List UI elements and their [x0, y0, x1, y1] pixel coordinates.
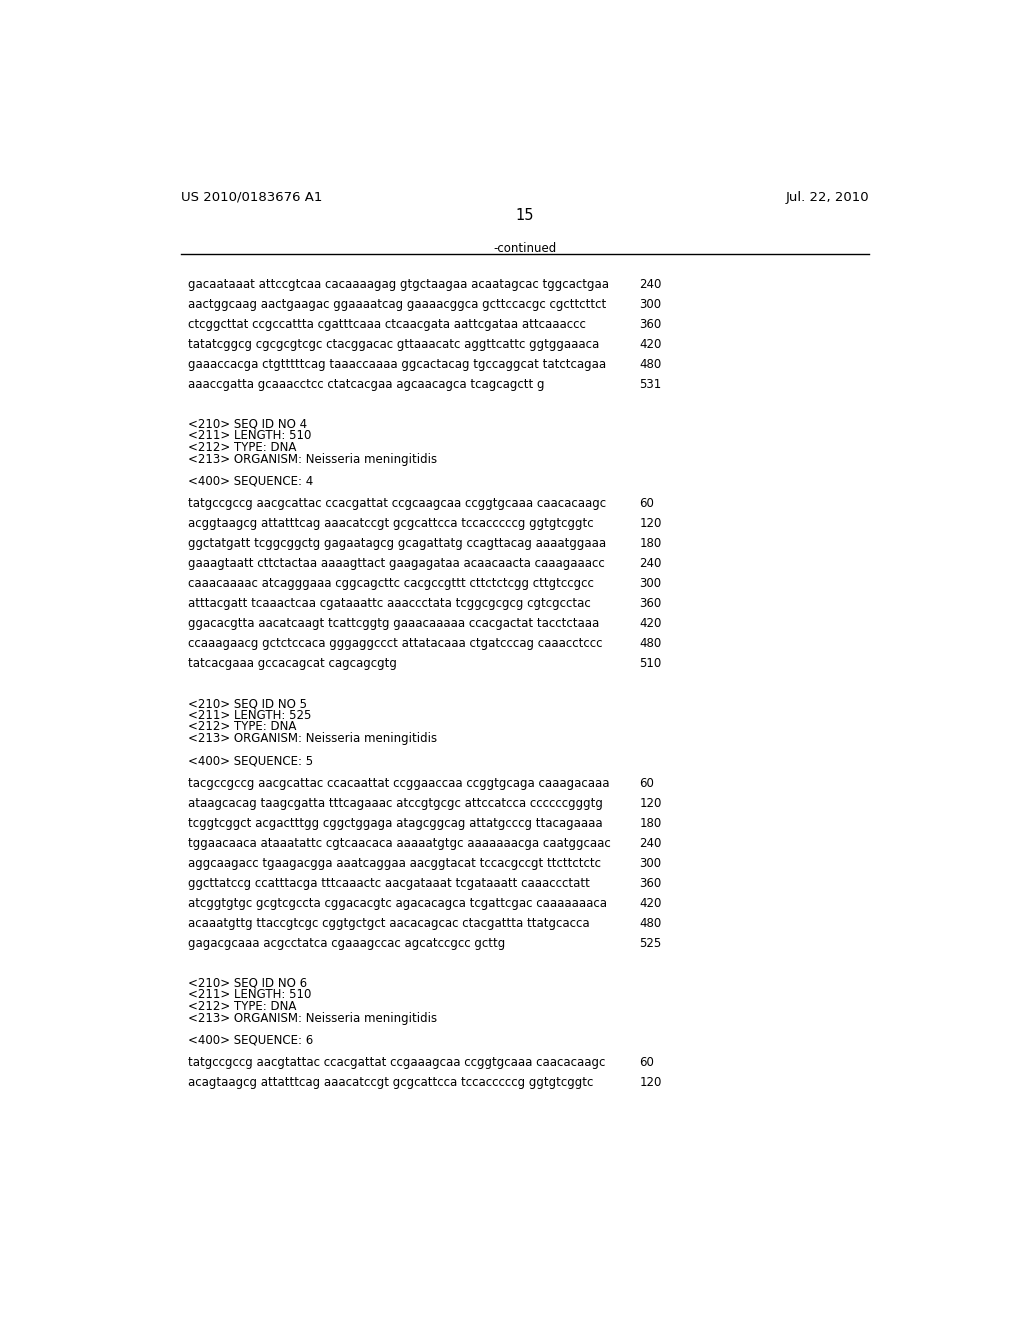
Text: gacaataaat attccgtcaa cacaaaagag gtgctaagaa acaatagcac tggcactgaa: gacaataaat attccgtcaa cacaaaagag gtgctaa… [188, 277, 609, 290]
Text: gaaaccacga ctgtttttcag taaaccaaaa ggcactacag tgccaggcat tatctcagaa: gaaaccacga ctgtttttcag taaaccaaaa ggcact… [188, 358, 606, 371]
Text: 120: 120 [640, 1076, 662, 1089]
Text: aggcaagacc tgaagacgga aaatcaggaa aacggtacat tccacgccgt ttcttctctc: aggcaagacc tgaagacgga aaatcaggaa aacggta… [188, 857, 601, 870]
Text: 180: 180 [640, 537, 662, 550]
Text: <212> TYPE: DNA: <212> TYPE: DNA [188, 721, 297, 734]
Text: 15: 15 [515, 209, 535, 223]
Text: 240: 240 [640, 277, 662, 290]
Text: 240: 240 [640, 837, 662, 850]
Text: ggctatgatt tcggcggctg gagaatagcg gcagattatg ccagttacag aaaatggaaa: ggctatgatt tcggcggctg gagaatagcg gcagatt… [188, 537, 606, 550]
Text: <213> ORGANISM: Neisseria meningitidis: <213> ORGANISM: Neisseria meningitidis [188, 1011, 437, 1024]
Text: acggtaagcg attatttcag aaacatccgt gcgcattcca tccacccccg ggtgtcggtc: acggtaagcg attatttcag aaacatccgt gcgcatt… [188, 517, 594, 531]
Text: tatcacgaaa gccacagcat cagcagcgtg: tatcacgaaa gccacagcat cagcagcgtg [188, 657, 397, 671]
Text: 360: 360 [640, 598, 662, 610]
Text: <400> SEQUENCE: 4: <400> SEQUENCE: 4 [188, 475, 313, 488]
Text: gaaagtaatt cttctactaa aaaagttact gaagagataa acaacaacta caaagaaacc: gaaagtaatt cttctactaa aaaagttact gaagaga… [188, 557, 605, 570]
Text: US 2010/0183676 A1: US 2010/0183676 A1 [180, 191, 323, 203]
Text: 300: 300 [640, 577, 662, 590]
Text: tatgccgccg aacgcattac ccacgattat ccgcaagcaa ccggtgcaaa caacacaagc: tatgccgccg aacgcattac ccacgattat ccgcaag… [188, 498, 606, 511]
Text: aaaccgatta gcaaacctcc ctatcacgaa agcaacagca tcagcagctt g: aaaccgatta gcaaacctcc ctatcacgaa agcaaca… [188, 378, 545, 391]
Text: <400> SEQUENCE: 5: <400> SEQUENCE: 5 [188, 755, 313, 767]
Text: 360: 360 [640, 318, 662, 331]
Text: 300: 300 [640, 298, 662, 310]
Text: tggaacaaca ataaatattc cgtcaacaca aaaaatgtgc aaaaaaacga caatggcaac: tggaacaaca ataaatattc cgtcaacaca aaaaatg… [188, 837, 611, 850]
Text: ataagcacag taagcgatta tttcagaaac atccgtgcgc attccatcca ccccccgggtg: ataagcacag taagcgatta tttcagaaac atccgtg… [188, 797, 603, 809]
Text: <400> SEQUENCE: 6: <400> SEQUENCE: 6 [188, 1034, 313, 1047]
Text: 360: 360 [640, 876, 662, 890]
Text: 420: 420 [640, 896, 662, 909]
Text: aactggcaag aactgaagac ggaaaatcag gaaaacggca gcttccacgc cgcttcttct: aactggcaag aactgaagac ggaaaatcag gaaaacg… [188, 298, 606, 310]
Text: 420: 420 [640, 618, 662, 631]
Text: caaacaaaac atcagggaaa cggcagcttc cacgccgttt cttctctcgg cttgtccgcc: caaacaaaac atcagggaaa cggcagcttc cacgccg… [188, 577, 594, 590]
Text: Jul. 22, 2010: Jul. 22, 2010 [785, 191, 869, 203]
Text: <210> SEQ ID NO 6: <210> SEQ ID NO 6 [188, 977, 307, 990]
Text: ggcttatccg ccatttacga tttcaaactc aacgataaat tcgataaatt caaaccctatt: ggcttatccg ccatttacga tttcaaactc aacgata… [188, 876, 590, 890]
Text: acaaatgttg ttaccgtcgc cggtgctgct aacacagcac ctacgattta ttatgcacca: acaaatgttg ttaccgtcgc cggtgctgct aacacag… [188, 917, 590, 929]
Text: <210> SEQ ID NO 4: <210> SEQ ID NO 4 [188, 418, 307, 430]
Text: <213> ORGANISM: Neisseria meningitidis: <213> ORGANISM: Neisseria meningitidis [188, 733, 437, 744]
Text: 480: 480 [640, 638, 662, 651]
Text: 525: 525 [640, 937, 662, 950]
Text: ccaaagaacg gctctccaca gggaggccct attatacaaa ctgatcccag caaacctccc: ccaaagaacg gctctccaca gggaggccct attatac… [188, 638, 603, 651]
Text: atttacgatt tcaaactcaa cgataaattc aaaccctata tcggcgcgcg cgtcgcctac: atttacgatt tcaaactcaa cgataaattc aaaccct… [188, 598, 591, 610]
Text: 480: 480 [640, 917, 662, 929]
Text: 60: 60 [640, 776, 654, 789]
Text: 510: 510 [640, 657, 662, 671]
Text: tacgccgccg aacgcattac ccacaattat ccggaaccaa ccggtgcaga caaagacaaa: tacgccgccg aacgcattac ccacaattat ccggaac… [188, 776, 610, 789]
Text: <211> LENGTH: 510: <211> LENGTH: 510 [188, 429, 312, 442]
Text: tcggtcggct acgactttgg cggctggaga atagcggcag attatgcccg ttacagaaaa: tcggtcggct acgactttgg cggctggaga atagcgg… [188, 817, 603, 830]
Text: 531: 531 [640, 378, 662, 391]
Text: -continued: -continued [494, 242, 556, 255]
Text: 120: 120 [640, 517, 662, 531]
Text: atcggtgtgc gcgtcgccta cggacacgtc agacacagca tcgattcgac caaaaaaaca: atcggtgtgc gcgtcgccta cggacacgtc agacaca… [188, 896, 607, 909]
Text: 420: 420 [640, 338, 662, 351]
Text: <211> LENGTH: 525: <211> LENGTH: 525 [188, 709, 312, 722]
Text: 240: 240 [640, 557, 662, 570]
Text: 60: 60 [640, 498, 654, 511]
Text: 60: 60 [640, 1056, 654, 1069]
Text: <211> LENGTH: 510: <211> LENGTH: 510 [188, 989, 312, 1002]
Text: 300: 300 [640, 857, 662, 870]
Text: acagtaagcg attatttcag aaacatccgt gcgcattcca tccacccccg ggtgtcggtc: acagtaagcg attatttcag aaacatccgt gcgcatt… [188, 1076, 594, 1089]
Text: ggacacgtta aacatcaagt tcattcggtg gaaacaaaaa ccacgactat tacctctaaa: ggacacgtta aacatcaagt tcattcggtg gaaacaa… [188, 618, 600, 631]
Text: tatatcggcg cgcgcgtcgc ctacggacac gttaaacatc aggttcattc ggtggaaaca: tatatcggcg cgcgcgtcgc ctacggacac gttaaac… [188, 338, 600, 351]
Text: ctcggcttat ccgccattta cgatttcaaa ctcaacgata aattcgataa attcaaaccc: ctcggcttat ccgccattta cgatttcaaa ctcaacg… [188, 318, 587, 331]
Text: 480: 480 [640, 358, 662, 371]
Text: <210> SEQ ID NO 5: <210> SEQ ID NO 5 [188, 697, 307, 710]
Text: <212> TYPE: DNA: <212> TYPE: DNA [188, 441, 297, 454]
Text: <213> ORGANISM: Neisseria meningitidis: <213> ORGANISM: Neisseria meningitidis [188, 453, 437, 466]
Text: gagacgcaaa acgcctatca cgaaagccac agcatccgcc gcttg: gagacgcaaa acgcctatca cgaaagccac agcatcc… [188, 937, 506, 950]
Text: <212> TYPE: DNA: <212> TYPE: DNA [188, 1001, 297, 1012]
Text: 180: 180 [640, 817, 662, 830]
Text: 120: 120 [640, 797, 662, 809]
Text: tatgccgccg aacgtattac ccacgattat ccgaaagcaa ccggtgcaaa caacacaagc: tatgccgccg aacgtattac ccacgattat ccgaaag… [188, 1056, 606, 1069]
